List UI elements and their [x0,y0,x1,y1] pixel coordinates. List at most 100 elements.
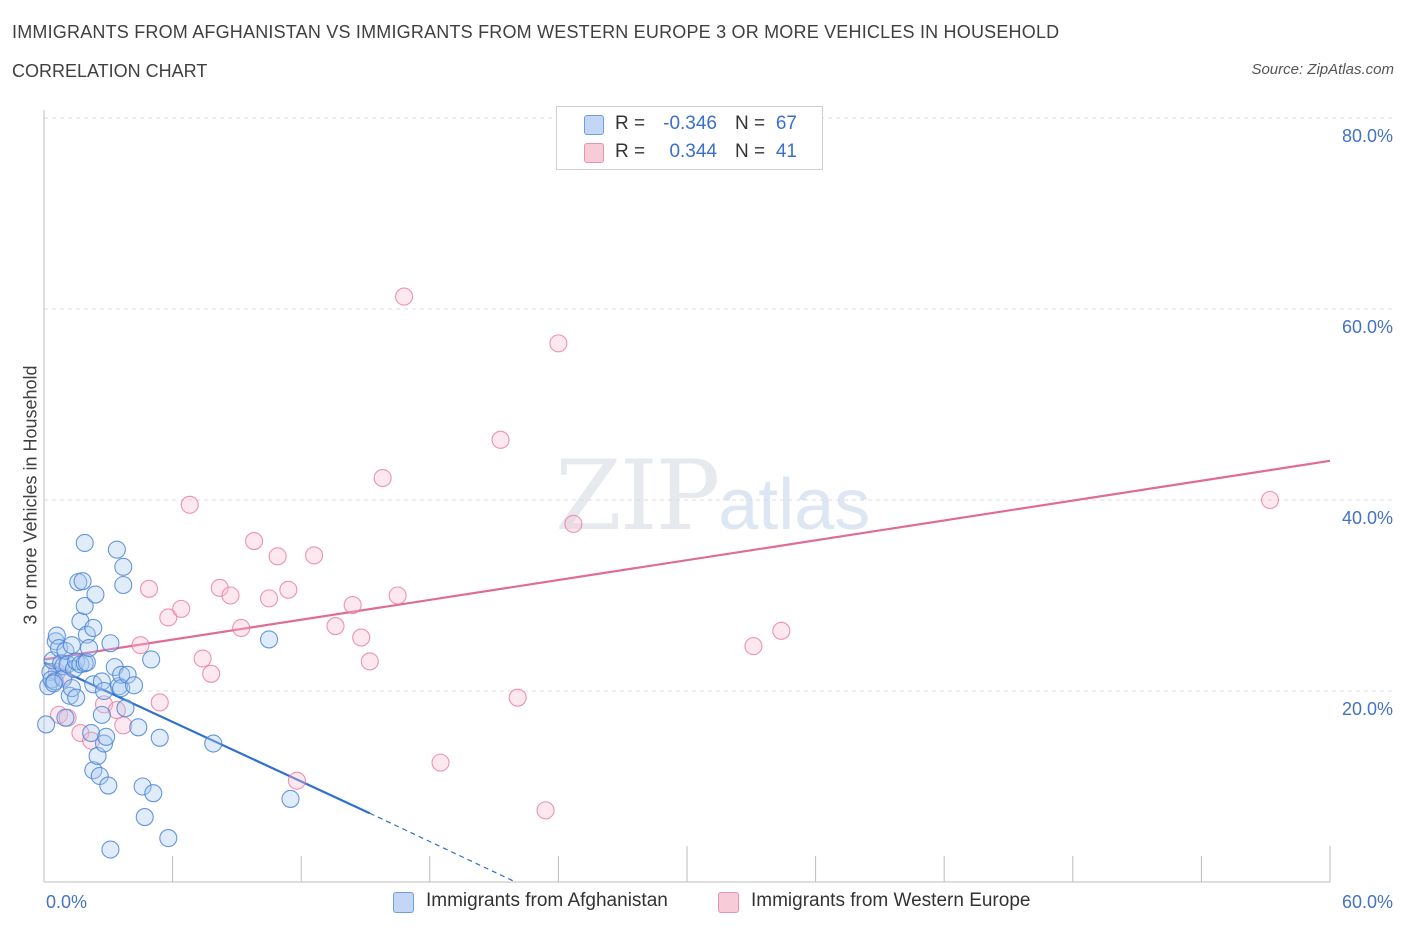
western-europe-point [210,578,229,597]
western-europe-point [114,716,133,735]
chart-subtitle: CORRELATION CHART [12,61,208,81]
r-value: 0.344 [669,141,717,162]
afghanistan-point [142,650,161,669]
n-value: 67 [775,113,797,134]
y-tick-label: 20.0% [1342,699,1393,719]
afghanistan-point [60,686,79,705]
afghanistan-point [259,630,279,649]
afghanistan-point [86,585,105,604]
western-europe-point [202,664,221,683]
afghanistan-trend-extension [369,812,516,883]
afghanistan-point [82,723,101,743]
western-europe-point [1260,490,1280,510]
afghanistan-point [75,596,94,616]
western-europe-point [172,599,191,618]
afghanistan-point [101,840,120,859]
afghanistan-point [281,789,300,808]
western-europe-point [508,688,527,707]
afghanistan-point [92,705,111,724]
afghanistan-point [75,533,94,553]
western-europe-point [772,621,791,640]
western-europe-point [373,468,392,488]
y-tick-label: 60.0% [1342,317,1393,337]
afghanistan-point [124,676,144,695]
afghanistan-point [56,708,75,727]
western-europe-point [305,546,324,565]
western-europe-point [268,547,287,566]
western-europe-point [259,589,279,608]
y-tick-label: 40.0% [1342,508,1393,528]
y-tick-label: 80.0% [1342,126,1393,146]
afghanistan-point [112,665,131,684]
western-europe-point [395,287,414,306]
afghanistan-point [114,557,133,576]
axis-layer [43,110,1331,883]
n-value: 41 [775,141,797,162]
western-europe-point [343,595,362,615]
correlation-legend: R = -0.346 N = 67 R = 0.344 N = 41 [556,106,823,170]
legend-item-afghanistan[interactable]: Immigrants from Afghanistan [393,889,693,915]
afghanistan-point [67,688,86,707]
chart-title: IMMIGRANTS FROM AFGHANISTAN VS IMMIGRANT… [12,22,1060,42]
afghanistan-point [97,727,116,746]
western-europe-point [232,618,251,638]
afghanistan-point [107,540,126,559]
x-tick-label: 0.0% [46,892,87,912]
afghanistan-point [135,808,154,827]
afghanistan-point [62,636,81,655]
watermark-atlas: atlas [718,465,871,545]
afghanistan-swatch [584,115,604,135]
western-europe-point [150,693,169,712]
afghanistan-point [159,829,178,848]
afghanistan-point [116,699,135,718]
afghanistan-swatch [393,892,414,913]
afghanistan-point [62,679,81,698]
afghanistan-point [79,638,99,658]
r-label: R = [615,141,646,162]
points-layer [37,287,1280,859]
grid-layer [44,117,1395,692]
western-europe-point [564,514,583,533]
r-label: R = [615,113,646,134]
zipatlas-watermark: ZIPatlas [555,440,870,552]
western-europe-point [159,608,178,627]
afghanistan-point [44,674,63,693]
legend-label-afghanistan: Immigrants from Afghanistan [426,890,668,911]
afghanistan-point [150,728,169,747]
western-europe-point [536,801,555,820]
western-europe-point [139,579,159,598]
r-value: -0.346 [663,113,717,134]
western-europe-point [352,628,371,647]
n-label: N = [735,141,766,162]
western-europe-point [131,636,150,655]
western-europe-point [221,586,240,605]
trend-layer [43,459,1331,883]
source-credit: Source: ZipAtlas.com [1251,61,1394,78]
afghanistan-point [73,572,92,591]
tick-label-layer: 20.0% 40.0% 60.0% 80.0% 0.0% 60.0% [46,126,1393,912]
legend-item-western-europe[interactable]: Immigrants from Western Europe [718,889,1058,915]
western-europe-point [388,586,407,605]
western-europe-point [744,637,763,656]
afghanistan-point [77,625,96,644]
afghanistan-point [114,575,133,595]
western-europe-point [193,649,212,668]
afghanistan-point [133,777,152,796]
afghanistan-point [94,734,114,753]
legend-row-afghanistan: R = -0.346 N = 67 [557,110,822,138]
western-europe-point [287,771,306,790]
afghanistan-point [144,784,163,803]
western-europe-point [71,723,90,743]
watermark-zip: ZIP [555,440,720,552]
western-europe-point [360,652,379,671]
legend-row-western-europe: R = 0.344 N = 41 [557,138,822,166]
western-europe-point [431,753,450,772]
afghanistan-point [204,734,223,753]
x-tick-label: 60.0% [1342,892,1393,912]
afghanistan-point [94,681,114,701]
western-europe-trend-line [43,459,1331,661]
y-axis-label: 3 or more Vehicles in Household [20,365,41,625]
western-europe-swatch [718,892,739,913]
western-europe-point [326,617,345,636]
western-europe-point [491,430,510,449]
